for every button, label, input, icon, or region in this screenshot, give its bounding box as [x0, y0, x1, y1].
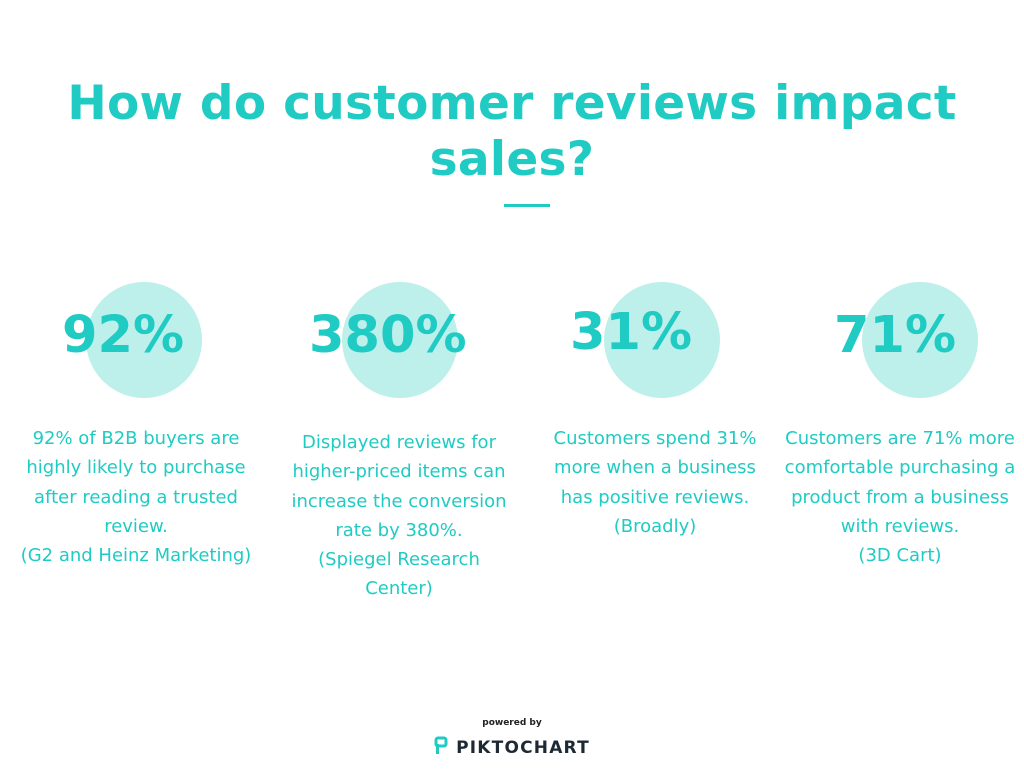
stat-value-1: 92%: [62, 306, 185, 365]
stat-1-line-5: (G2 and Heinz Marketing): [20, 545, 252, 567]
stat-4-line-4: with reviews.: [840, 515, 960, 537]
stat-3-line-4: (Broadly): [613, 515, 697, 537]
stat-2-line-4: rate by 380%.: [335, 519, 463, 541]
powered-by-label: powered by: [482, 718, 542, 728]
stat-4-line-3: product from a business: [791, 486, 1009, 508]
stat-value-3: 31%: [570, 303, 693, 362]
stat-3-line-3: has positive reviews.: [560, 486, 750, 508]
stat-value-4: 71%: [834, 306, 957, 365]
stat-2-line-5: (Spiegel Research: [318, 549, 480, 571]
stat-4-line-5: (3D Cart): [858, 545, 942, 567]
piktochart-brand[interactable]: PIKTOCHART: [434, 736, 590, 760]
stat-2-line-3: increase the conversion: [291, 490, 507, 512]
stat-value-2: 380%: [309, 306, 467, 365]
stat-2-line-6: Center): [365, 578, 433, 600]
stat-3-line-1: Customers spend 31%: [553, 428, 757, 449]
stat-circle-1: [86, 282, 202, 398]
stat-1-line-2: highly likely to purchase: [26, 457, 246, 479]
stat-1-line-4: review.: [104, 515, 168, 537]
stat-description-4: Customers are 71% more comfortable purch…: [770, 424, 1024, 570]
footer: powered by PIKTOCHART: [0, 716, 1024, 760]
stat-4-line-1: Customers are 71% more: [785, 428, 1015, 449]
stat-3-line-2: more when a business: [554, 457, 756, 479]
title-underline: [504, 204, 550, 207]
stat-4-line-2: comfortable purchasing a: [784, 457, 1016, 479]
stat-circle-4: [862, 282, 978, 398]
stat-circle-2: [342, 282, 458, 398]
stat-circle-3: [604, 282, 720, 398]
stat-1-line-1: 92% of B2B buyers are: [32, 428, 240, 449]
stat-description-3: Customers spend 31% more when a business…: [525, 424, 785, 541]
stat-2-line-2: higher-priced items can: [292, 461, 506, 483]
stat-description-2: Displayed reviews for higher-priced item…: [269, 428, 529, 604]
stat-description-1: 92% of B2B buyers are highly likely to p…: [6, 424, 266, 570]
piktochart-logo-icon: [434, 736, 450, 760]
title-line-2: sales?: [429, 132, 595, 187]
page-title: How do customer reviews impact sales?: [0, 76, 1024, 188]
brand-name: PIKTOCHART: [456, 738, 590, 758]
stat-1-line-3: after reading a trusted: [34, 486, 238, 508]
stat-2-line-1: Displayed reviews for: [302, 432, 496, 453]
title-line-1: How do customer reviews impact: [67, 76, 957, 131]
